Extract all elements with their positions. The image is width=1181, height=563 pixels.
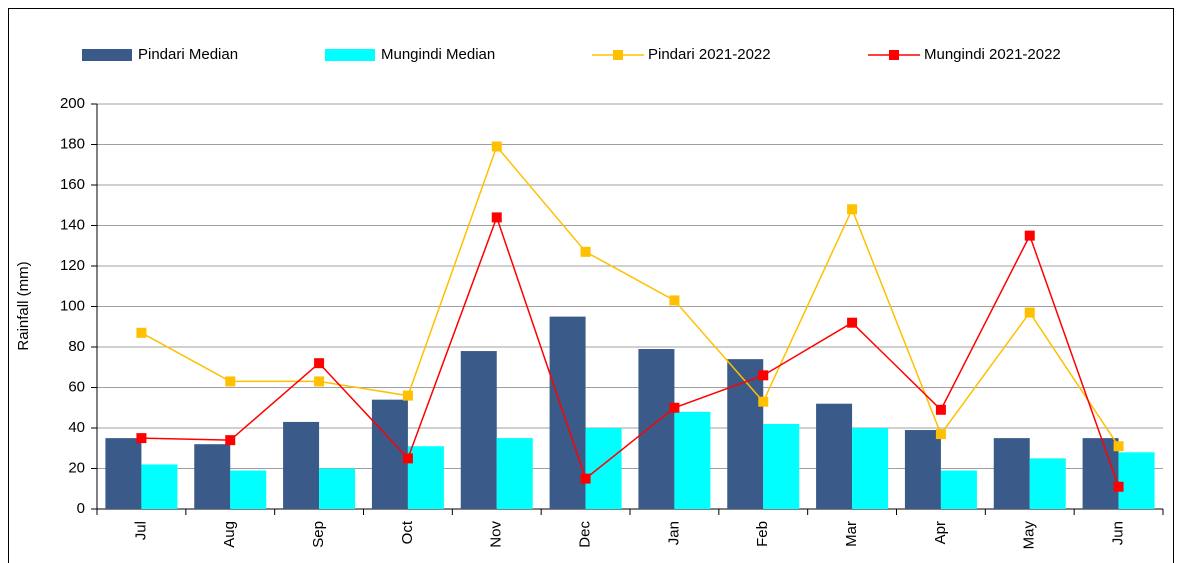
y-tick-label: 20 [68,459,85,476]
bar [549,316,586,509]
marker [669,402,680,413]
x-tick-label: May [1021,521,1038,550]
legend-label: Mungindi Median [381,46,495,63]
legend-marker [889,50,899,60]
bar [585,428,622,509]
x-tick-label: Feb [754,521,771,547]
legend-swatch [325,49,375,61]
bar [1029,458,1066,509]
y-axis-label: Rainfall (mm) [15,261,32,350]
marker [580,246,591,257]
marker [758,370,769,381]
x-tick-label: Jun [1110,521,1127,545]
bar [105,438,142,509]
bar [1118,452,1155,509]
x-tick-label: Dec [577,521,594,548]
bar [407,446,444,509]
x-tick-label: Mar [843,521,860,547]
legend-label: Pindari 2021-2022 [648,46,771,63]
bar [852,428,889,509]
line [141,215,1120,487]
marker [136,433,147,444]
marker [402,390,413,401]
y-tick-label: 180 [60,135,85,152]
bar [727,359,764,509]
marker [314,376,325,387]
x-tick-label: Aug [221,521,238,548]
bar [194,444,231,509]
x-tick-label: Apr [932,521,949,544]
bar [371,399,408,509]
marker [491,141,502,152]
x-tick-label: Nov [488,521,505,548]
marker [669,295,680,306]
y-tick-label: 120 [60,257,85,274]
bar [763,423,800,509]
x-tick-label: Jul [132,521,149,540]
legend-marker [613,50,623,60]
bar [283,421,320,509]
bar [993,438,1030,509]
y-tick-label: 60 [68,378,85,395]
bar [904,430,941,509]
marker [402,453,413,464]
marker [1113,481,1124,492]
y-tick-label: 200 [60,95,85,112]
line [141,145,1120,447]
bar [496,438,533,509]
bar [816,403,853,509]
marker [225,376,236,387]
marker [935,404,946,415]
bar [1082,438,1119,509]
marker [935,429,946,440]
bar [319,468,356,509]
marker [847,204,858,215]
y-tick-label: 40 [68,419,85,436]
bar [230,470,267,509]
x-tick-label: Oct [399,520,416,544]
marker [491,212,502,223]
y-tick-label: 100 [60,297,85,314]
marker [580,473,591,484]
y-tick-label: 0 [77,500,85,517]
x-tick-label: Jan [665,521,682,545]
bar [638,349,675,509]
y-tick-label: 160 [60,176,85,193]
x-tick-label: Sep [310,521,327,548]
marker [314,358,325,369]
marker [136,327,147,338]
bar [674,411,711,509]
marker [1024,230,1035,241]
marker [847,317,858,328]
marker [1113,441,1124,452]
legend-swatch [82,49,132,61]
bar [460,351,497,509]
y-tick-label: 140 [60,216,85,233]
y-tick-label: 80 [68,338,85,355]
legend-label: Pindari Median [138,46,238,63]
bar [141,464,178,509]
marker [1024,307,1035,318]
bar [940,470,977,509]
marker [758,396,769,407]
legend-label: Mungindi 2021-2022 [924,46,1061,63]
marker [225,435,236,446]
